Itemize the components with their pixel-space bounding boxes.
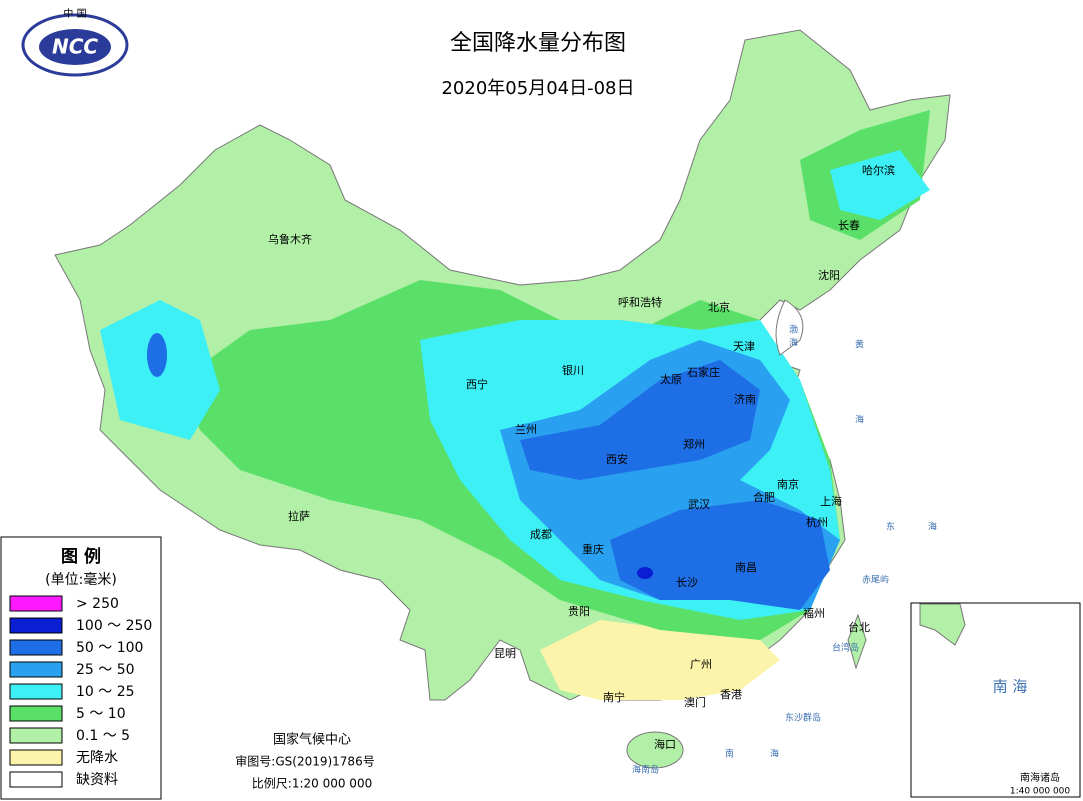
sea-label: 渤 — [789, 324, 798, 336]
inset-box — [910, 602, 1081, 798]
legend: 图 例 (单位:毫米) > 250 100 ～ 250 50 ～ 100 25 ～ 5… — [0, 536, 162, 800]
legend-swatch — [9, 661, 63, 678]
dry-south — [540, 620, 780, 700]
city-label: 南昌 — [735, 561, 757, 574]
sea-label: 南 — [725, 748, 734, 760]
legend-label: 50 ～ 100 — [76, 640, 143, 656]
city-label: 南京 — [777, 477, 799, 491]
island-label: 海南岛 — [632, 764, 659, 776]
island-label: 东沙群岛 — [785, 712, 821, 724]
city-label: 哈尔滨 — [862, 163, 895, 177]
zone-50-100-south — [610, 500, 830, 610]
legend-label: 10 ～ 25 — [76, 684, 135, 700]
city-label: 兰州 — [515, 423, 537, 436]
logo-globe — [39, 29, 111, 65]
city-label: 重庆 — [582, 542, 604, 556]
sea-label: 海 — [789, 337, 798, 349]
city-label: 杭州 — [806, 515, 828, 529]
city-label: 拉萨 — [288, 509, 310, 523]
city-label: 澳门 — [684, 695, 706, 709]
city-label: 西安 — [606, 452, 628, 466]
credit-approval: 审图号:GS(2019)1786号 — [235, 754, 374, 769]
places: 渤 海 黄 海 东 海 南 海 海南岛 台湾岛 东沙群岛 赤尾屿 — [632, 324, 937, 776]
logo-top: 中 国 — [63, 7, 86, 20]
city-label: 香港 — [720, 688, 742, 701]
sea-label: 东 — [886, 521, 895, 533]
legend-label: 0.1 ～ 5 — [76, 728, 130, 744]
legend-label: > 250 — [76, 596, 119, 612]
sea-label: 海 — [928, 521, 937, 533]
legend-swatch — [9, 727, 63, 744]
inset-scale: 1:40 000 000 — [1010, 787, 1071, 797]
legend-swatch — [9, 705, 63, 722]
city-label: 长春 — [838, 219, 860, 232]
legend-label: 缺资料 — [76, 772, 118, 788]
subtitle: 2020年05月04日-08日 — [441, 78, 634, 99]
city-label: 济南 — [734, 392, 756, 406]
city-label: 昆明 — [494, 647, 516, 660]
city-label: 石家庄 — [687, 365, 720, 379]
city-label: 天津 — [733, 340, 755, 353]
logo-ring — [21, 13, 129, 77]
city-label: 成都 — [530, 528, 552, 541]
legend-label: 100 ～ 250 — [76, 618, 152, 634]
cities: 乌鲁木齐 哈尔滨 长春 沈阳 呼和浩特 北京 天津 石家庄 太原 济南 银川 西… — [268, 163, 895, 751]
legend-unit: (单位:毫米) — [45, 571, 117, 588]
city-label: 太原 — [660, 373, 682, 386]
credit-scale: 比例尺:1:20 000 000 — [252, 777, 372, 791]
legend-label: 无降水 — [76, 750, 118, 766]
city-label: 郑州 — [683, 437, 705, 451]
zone-west-spot — [147, 333, 167, 377]
zone-50-100-north — [520, 360, 760, 480]
city-label: 广州 — [690, 658, 712, 671]
sea-label: 海 — [855, 414, 864, 426]
city-label: 福州 — [803, 606, 825, 620]
hainan — [626, 731, 684, 769]
zone-100-250 — [637, 567, 653, 579]
city-label: 海口 — [654, 737, 676, 751]
inset-title: 南海诸岛 — [1020, 771, 1060, 784]
bohai-water — [775, 299, 804, 356]
legend-swatch — [9, 683, 63, 700]
logo: 中 国 NCC — [21, 7, 129, 77]
city-label: 上海 — [820, 494, 842, 508]
island-label: 台湾岛 — [832, 642, 859, 654]
city-label: 乌鲁木齐 — [268, 232, 312, 246]
city-label: 台北 — [848, 620, 870, 634]
legend-swatch — [9, 749, 63, 766]
zone-ne-cyan — [830, 150, 930, 220]
title: 全国降水量分布图 — [450, 31, 626, 56]
legend-swatch — [9, 639, 63, 656]
city-label: 银川 — [562, 363, 584, 377]
inset-sea: 南 海 — [993, 678, 1028, 696]
legend-swatch — [9, 617, 63, 634]
island-label: 赤尾屿 — [862, 575, 889, 586]
map — [54, 29, 951, 769]
inset: 南 海 南海诸岛 1:40 000 000 — [910, 602, 1081, 798]
sea-label: 海 — [770, 748, 779, 760]
city-label: 贵阳 — [568, 605, 590, 618]
city-label: 西宁 — [466, 377, 488, 391]
city-label: 南宁 — [603, 690, 625, 704]
city-label: 合肥 — [753, 490, 775, 504]
city-label: 沈阳 — [818, 268, 840, 282]
legend-label: 5 ～ 10 — [76, 706, 126, 722]
legend-swatch — [9, 771, 63, 788]
city-label: 呼和浩特 — [618, 295, 662, 309]
credit-agency: 国家气候中心 — [273, 732, 351, 748]
city-label: 长沙 — [676, 576, 698, 589]
legend-label: 25 ～ 50 — [76, 662, 135, 678]
city-label: 武汉 — [688, 498, 710, 511]
city-label: 北京 — [708, 300, 730, 314]
sea-label: 黄 — [855, 339, 864, 351]
logo-text: NCC — [52, 35, 98, 59]
inset-land — [919, 603, 966, 646]
taiwan — [847, 613, 867, 670]
legend-swatch — [9, 595, 63, 612]
legend-title: 图 例 — [61, 546, 101, 567]
